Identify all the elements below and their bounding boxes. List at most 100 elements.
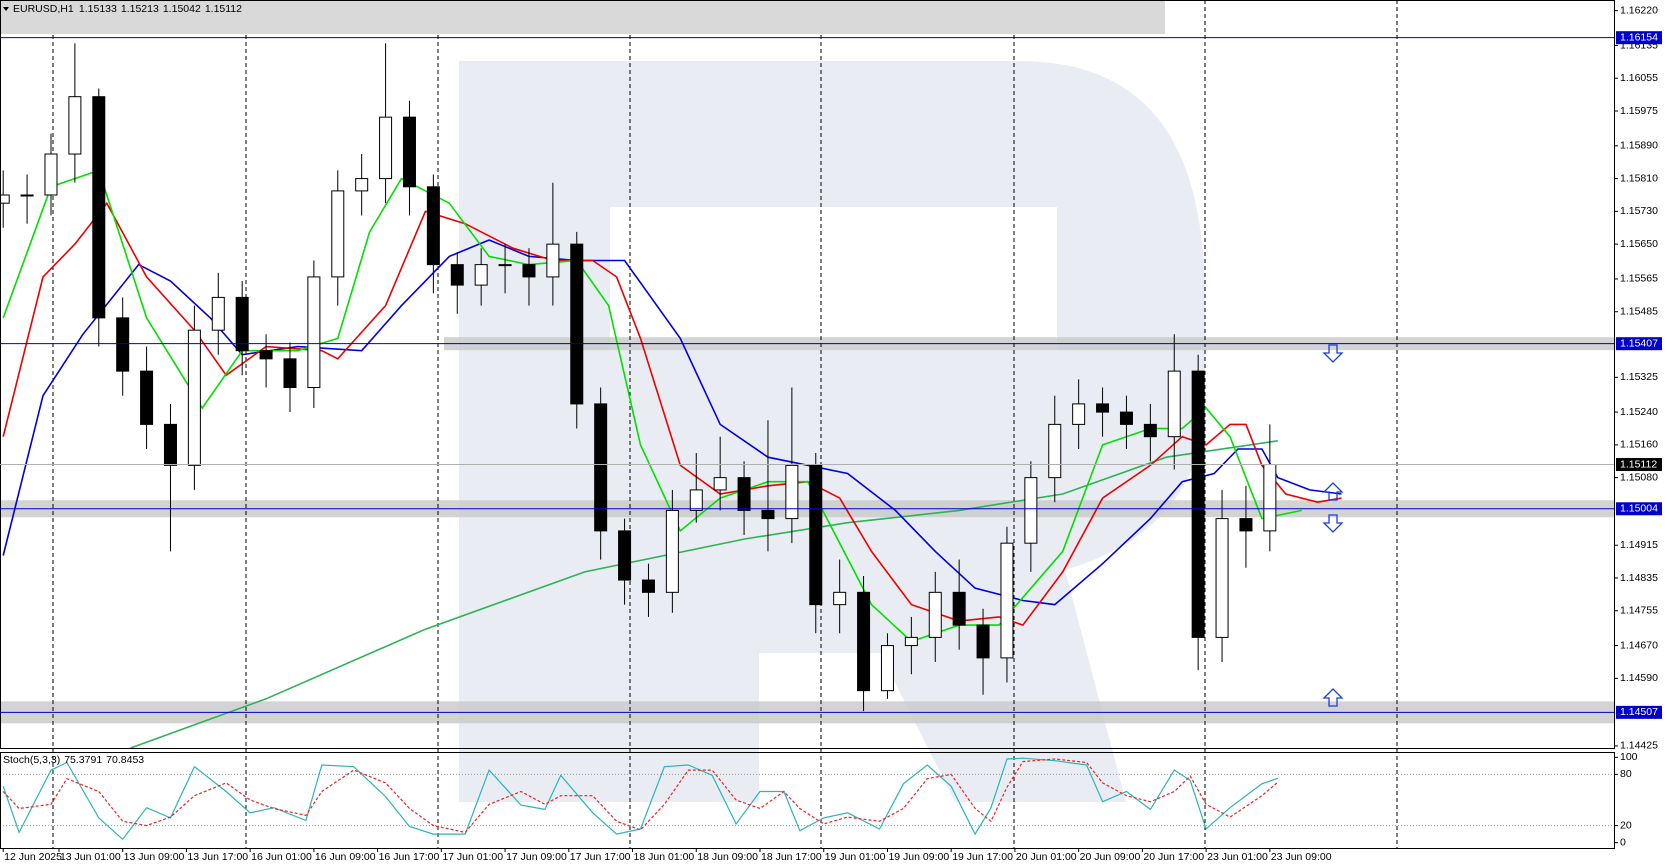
y-tick-label: 1.16220: [1620, 4, 1658, 16]
y-tick-label: 1.15160: [1620, 439, 1658, 451]
header-close: 1.15112: [205, 3, 242, 15]
labels-layer: 1.162201.161351.160551.159751.158901.158…: [0, 4, 1662, 863]
x-tick-label: 16 Jun 09:00: [315, 851, 376, 863]
candle-body: [976, 624, 990, 659]
candle-body: [1048, 423, 1062, 479]
arrow-up: [1322, 482, 1344, 501]
symbol: EURUSD,H1: [13, 3, 74, 15]
candle-body: [0, 194, 10, 204]
x-tick-label: 23 Jun 09:00: [1271, 851, 1332, 863]
x-tick-label: 19 Jun 01:00: [825, 851, 886, 863]
candle-body: [641, 579, 655, 593]
header-bar: [0, 0, 1165, 34]
level-label-bg: [1616, 705, 1662, 719]
candle-body: [761, 509, 775, 520]
x-tick-label: 19 Jun 17:00: [952, 851, 1013, 863]
candle-body: [1215, 518, 1229, 638]
level-label-bg: [1616, 31, 1662, 45]
x-tick-label: 12 Jun 2025: [4, 851, 62, 863]
y-tick-label: 1.15080: [1620, 471, 1658, 483]
y-tick-label: 1.14670: [1620, 639, 1658, 651]
watermark: [459, 61, 1205, 802]
y-tick-label: 1.15650: [1620, 238, 1658, 250]
candle-body: [259, 350, 273, 360]
x-tick-label: 19 Jun 09:00: [888, 851, 949, 863]
candle-body: [1143, 423, 1157, 438]
x-tick-label: 23 Jun 01:00: [1207, 851, 1268, 863]
indicator-tick-label: 80: [1620, 768, 1632, 780]
y-tick-label: 1.14425: [1620, 740, 1658, 752]
x-tick-label: 16 Jun 01:00: [251, 851, 312, 863]
candle-body: [44, 153, 58, 196]
marks-layer: [0, 43, 1342, 841]
y-tick-label: 1.15565: [1620, 273, 1658, 285]
candle-body: [283, 358, 297, 389]
x-tick-label: 20 Jun 09:00: [1080, 851, 1141, 863]
candle-body: [1167, 370, 1181, 438]
candle-body: [355, 178, 369, 192]
arrows: [1322, 344, 1344, 707]
header-text: EURUSD,H1 1.15133 1.15213 1.15042 1.15112: [13, 3, 242, 15]
candle-body: [331, 190, 345, 278]
level-label-bg: [1616, 502, 1662, 516]
candle-body: [163, 423, 177, 466]
candle-body: [952, 591, 966, 626]
level-label: 1.15004: [1620, 503, 1658, 515]
candle-body: [211, 296, 225, 331]
day-separators: [52, 0, 1398, 848]
x-tick-label: 20 Jun 17:00: [1143, 851, 1204, 863]
candle-body: [474, 264, 488, 286]
y-tick-label: 1.15325: [1620, 371, 1658, 383]
candle-body: [809, 464, 823, 606]
arrow-up: [1322, 688, 1344, 707]
candle-body: [880, 645, 894, 692]
candle-body: [92, 96, 106, 319]
candle-body: [737, 477, 751, 511]
indicator-main-value: 75.3791: [64, 754, 102, 766]
last-price-label: 1.15112: [1620, 458, 1657, 470]
indicator-line: [2, 757, 1278, 841]
x-tick-label: 13 Jun 09:00: [124, 851, 185, 863]
candle-body: [68, 96, 82, 155]
y-tick-label: 1.16055: [1620, 72, 1658, 84]
y-tick-label: 1.14835: [1620, 572, 1658, 584]
candle-body: [594, 403, 608, 532]
y-tick-label: 1.15810: [1620, 172, 1658, 184]
candle-body: [1263, 464, 1277, 532]
moving-average: [130, 440, 1278, 749]
candle-body: [665, 509, 679, 593]
candle-body: [498, 264, 512, 267]
header-open: 1.15133: [79, 3, 117, 15]
y-tick-label: 1.15485: [1620, 306, 1658, 318]
x-tick-label: 13 Jun 01:00: [60, 851, 121, 863]
candle-body: [570, 243, 584, 405]
arrow-down: [1322, 514, 1344, 533]
x-tick-label: 18 Jun 09:00: [697, 851, 758, 863]
candle-body: [379, 116, 393, 180]
main-panel-frame: [0, 0, 1615, 749]
x-tick-label: 18 Jun 17:00: [761, 851, 822, 863]
indicator-tick-label: 100: [1620, 751, 1638, 763]
indicator-title: Stoch(5,3,3) 75.3791 70.8453: [3, 754, 144, 766]
y-tick-label: 1.15975: [1620, 105, 1658, 117]
candle-body: [833, 591, 847, 606]
candle-body: [785, 464, 799, 520]
level-label: 1.16154: [1620, 31, 1658, 43]
candle-body: [1072, 403, 1086, 425]
candle-body: [1191, 370, 1205, 638]
candle-body: [1239, 518, 1253, 532]
menu-triangle[interactable]: [3, 7, 9, 11]
x-tick-label: 17 Jun 09:00: [506, 851, 567, 863]
y-tick-label: 1.15890: [1620, 140, 1658, 152]
candle-body: [546, 243, 560, 278]
candle-body: [857, 591, 871, 692]
y-tick-label: 1.14915: [1620, 539, 1658, 551]
indicator-tick-label: 20: [1620, 819, 1632, 831]
indicator-name: Stoch(5,3,3): [3, 754, 60, 766]
level-label-bg: [1616, 337, 1662, 351]
candle-body: [402, 116, 416, 188]
candle-body: [235, 296, 249, 352]
level-label: 1.15407: [1620, 337, 1658, 349]
y-tick-label: 1.14755: [1620, 605, 1658, 617]
candle-body: [187, 329, 201, 466]
